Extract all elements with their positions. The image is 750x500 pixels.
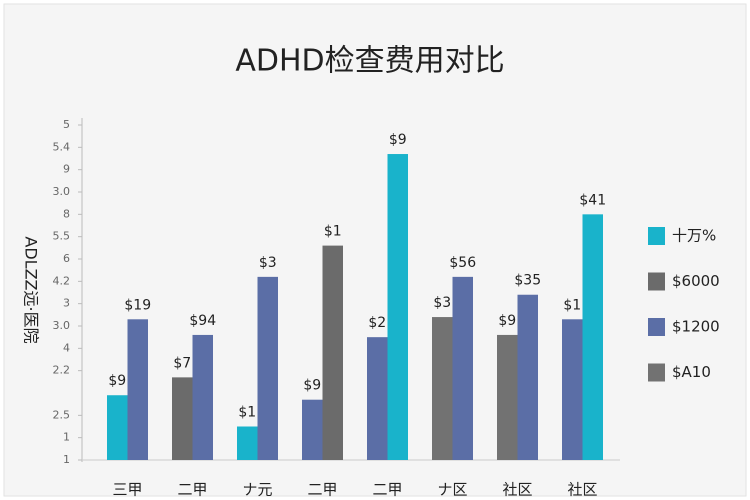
value-label: $9 bbox=[303, 378, 321, 394]
bar bbox=[192, 334, 213, 460]
legend-label: $1200 bbox=[672, 318, 720, 336]
y-tick-label: 8 bbox=[63, 207, 70, 220]
legend-swatch bbox=[648, 227, 665, 245]
legend-swatch bbox=[648, 272, 665, 291]
bar bbox=[452, 276, 473, 460]
value-label: $1 bbox=[563, 297, 581, 313]
y-tick-label: 3.0 bbox=[53, 319, 71, 332]
bar bbox=[322, 245, 343, 460]
y-tick-label: 1 bbox=[63, 453, 70, 466]
bar bbox=[172, 377, 193, 460]
value-label: $35 bbox=[514, 273, 541, 289]
x-tick-label: 社区 bbox=[502, 481, 532, 499]
bar bbox=[582, 214, 603, 460]
y-tick-label: 5 bbox=[63, 118, 70, 131]
value-label: $19 bbox=[124, 297, 151, 313]
x-tick-label: 三甲 bbox=[112, 481, 142, 499]
y-tick-label: 2.5 bbox=[53, 408, 71, 421]
y-tick-label: 4.2 bbox=[53, 274, 71, 287]
value-label: $41 bbox=[579, 192, 606, 208]
legend-label: $6000 bbox=[672, 272, 720, 290]
y-tick-label: 5.5 bbox=[53, 230, 71, 243]
value-label: $94 bbox=[189, 313, 216, 329]
x-tick-label: ナ元 bbox=[242, 481, 272, 499]
x-tick-label: ナ区 bbox=[437, 481, 467, 499]
x-tick-label: 二甲 bbox=[177, 481, 207, 499]
x-tick-label: 二甲 bbox=[307, 481, 337, 499]
bar bbox=[237, 426, 258, 460]
x-tick-label: 二甲 bbox=[372, 481, 402, 499]
value-label: $9 bbox=[108, 373, 126, 389]
legend-label: $A10 bbox=[672, 363, 711, 381]
value-label: $7 bbox=[173, 355, 191, 371]
y-tick-label: 9 bbox=[63, 163, 70, 176]
bar bbox=[302, 399, 323, 460]
value-label: $9 bbox=[498, 313, 516, 329]
bar bbox=[517, 294, 538, 460]
value-label: $9 bbox=[389, 132, 407, 148]
chart-title: ADHD检查费用对比 bbox=[235, 44, 504, 79]
value-label: $3 bbox=[433, 295, 451, 311]
value-label: $1 bbox=[324, 224, 342, 240]
value-label: $56 bbox=[449, 255, 476, 271]
legend-swatch bbox=[648, 363, 665, 382]
legend-label: 十万% bbox=[672, 227, 716, 245]
y-tick-label: 1 bbox=[63, 431, 70, 444]
y-tick-label: 3.0 bbox=[53, 185, 71, 198]
bar bbox=[387, 154, 408, 461]
bar bbox=[257, 276, 278, 460]
y-axis-label: ADLZZ远·医院 bbox=[22, 236, 41, 343]
value-label: $3 bbox=[259, 255, 277, 271]
value-label: $2 bbox=[368, 315, 386, 331]
bar bbox=[107, 395, 128, 460]
x-tick-label: 社区 bbox=[567, 481, 597, 499]
bar bbox=[432, 317, 453, 460]
bar bbox=[127, 319, 148, 460]
bar bbox=[367, 337, 388, 460]
y-tick-label: 3 bbox=[63, 297, 70, 310]
value-label: $1 bbox=[238, 405, 256, 421]
y-tick-label: 6 bbox=[63, 252, 70, 265]
y-tick-label: 4 bbox=[63, 341, 70, 354]
bar bbox=[562, 319, 583, 460]
legend-swatch bbox=[648, 318, 665, 336]
bar bbox=[497, 334, 518, 460]
y-tick-label: 2.2 bbox=[53, 364, 71, 377]
y-tick-label: 5.4 bbox=[53, 140, 71, 153]
